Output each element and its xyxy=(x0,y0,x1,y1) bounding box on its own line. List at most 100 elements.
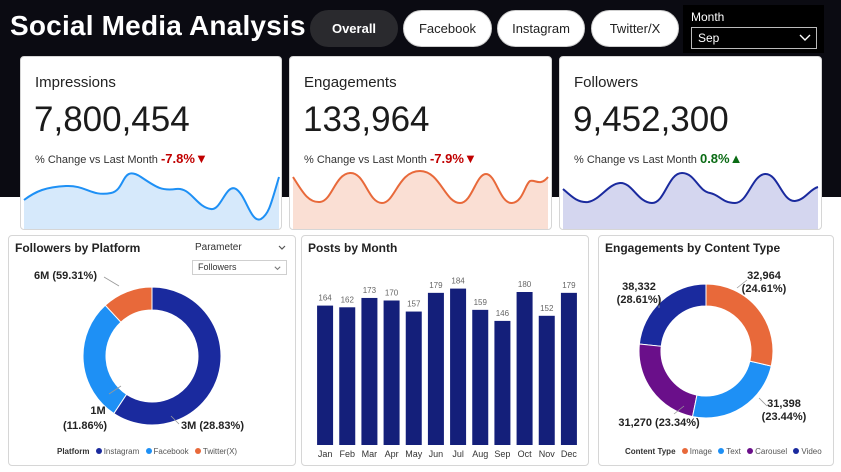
engagements-sparkline xyxy=(292,169,549,229)
bar-oct[interactable] xyxy=(516,292,533,445)
x-tick-label: Sep xyxy=(494,449,510,459)
bar-jun[interactable] xyxy=(427,292,444,445)
followers-donut-chart: 6M (59.31%) 1M (11.86%) 3M (28.83%) xyxy=(34,270,244,432)
bar-jul[interactable] xyxy=(450,288,467,445)
impressions-title: Impressions xyxy=(35,74,116,91)
x-tick-label: Oct xyxy=(518,449,533,459)
image-pct-label: (28.61%) xyxy=(617,294,662,306)
platform-legend: Platform Instagram Facebook Twitter(X) xyxy=(57,447,237,456)
platform-slice-facebook[interactable] xyxy=(82,304,128,415)
tab-overall[interactable]: Overall xyxy=(310,10,398,47)
facebook-leader-line xyxy=(170,415,180,425)
bar-value-label: 146 xyxy=(496,309,510,318)
x-tick-label: Apr xyxy=(385,449,399,459)
twitter-value-label: 1M xyxy=(90,405,105,417)
bar-may[interactable] xyxy=(405,311,422,445)
video-leader-line xyxy=(673,405,685,415)
legend-dot xyxy=(145,448,152,454)
tab-facebook[interactable]: Facebook xyxy=(403,10,492,47)
bar-value-label: 162 xyxy=(341,295,355,304)
engagements-value: 133,964 xyxy=(303,100,430,139)
bar-mar[interactable] xyxy=(361,297,378,445)
parameter-dropdown-value: Followers xyxy=(198,262,237,272)
facebook-data-label: 3M (28.83%) xyxy=(181,420,244,432)
engagements-card: Engagements 133,964 % Change vs Last Mon… xyxy=(289,56,552,230)
content-legend-title: Content Type xyxy=(625,447,676,456)
engagements-sparkline-area xyxy=(293,171,548,229)
legend-instagram: Instagram xyxy=(103,447,140,456)
bar-dec[interactable] xyxy=(560,292,577,445)
legend-video: Video xyxy=(801,447,822,456)
legend-dot xyxy=(95,448,102,454)
carousel-value-label: 31,398 xyxy=(767,398,801,410)
followers-change-label: % Change vs Last Month xyxy=(574,154,697,166)
followers-value: 9,452,300 xyxy=(573,100,729,139)
followers-change-value: 0.8% xyxy=(699,151,730,166)
followers-sparkline-area xyxy=(563,173,818,229)
month-filter: Month Sep xyxy=(683,5,824,53)
bar-aug[interactable] xyxy=(472,309,489,445)
bar-value-label: 180 xyxy=(518,280,532,289)
month-filter-label: Month xyxy=(691,10,725,24)
chevron-down-icon xyxy=(274,266,281,271)
text-leader-line xyxy=(736,279,748,289)
down-arrow-icon: ▼ xyxy=(194,151,208,166)
chevron-down-icon[interactable] xyxy=(277,243,287,253)
bar-value-label: 184 xyxy=(451,277,465,286)
content-type-legend: Content Type Image Text Carousel Video xyxy=(625,447,822,456)
posts-by-month-panel: Posts by Month 164 Jan 162 Feb 173 Mar 170 Apr 1… xyxy=(301,235,589,466)
content-slice-carousel[interactable] xyxy=(638,343,698,418)
parameter-label: Parameter xyxy=(195,242,242,253)
carousel-leader-line xyxy=(758,397,768,407)
legend-facebook: Facebook xyxy=(153,447,189,456)
down-arrow-icon: ▼ xyxy=(463,151,477,166)
carousel-pct-label: (23.44%) xyxy=(762,411,807,423)
x-tick-label: Jan xyxy=(318,449,333,459)
impressions-change: % Change vs Last Month -7.8%▼ xyxy=(35,151,208,166)
impressions-change-value: -7.8% xyxy=(160,151,195,166)
chevron-down-icon xyxy=(799,34,811,41)
bar-apr[interactable] xyxy=(383,300,400,446)
content-slice-text[interactable] xyxy=(691,360,772,419)
bar-feb[interactable] xyxy=(339,307,356,445)
impressions-sparkline-line xyxy=(23,172,280,221)
bar-sep[interactable] xyxy=(494,320,511,445)
bar-value-label: 159 xyxy=(474,298,488,307)
impressions-sparkline xyxy=(23,172,280,229)
tab-instagram[interactable]: Instagram xyxy=(497,10,585,47)
engagements-title: Engagements xyxy=(304,74,397,91)
engagements-by-content-panel: Engagements by Content Type 38,332 (28.6… xyxy=(598,235,834,466)
legend-dot xyxy=(793,448,800,454)
content-slice-image[interactable] xyxy=(705,283,774,367)
engagements-change-value: -7.9% xyxy=(429,151,464,166)
twitter-pct-label: (11.86%) xyxy=(63,420,107,432)
page-title: Social Media Analysis xyxy=(10,10,306,41)
platform-slice-instagram[interactable] xyxy=(113,286,222,426)
legend-text: Text xyxy=(726,447,741,456)
instagram-leader-line xyxy=(103,276,120,287)
month-dropdown[interactable]: Sep xyxy=(691,27,817,49)
tab-twitter-x[interactable]: Twitter/X xyxy=(591,10,679,47)
impressions-card: Impressions 7,800,454 % Change vs Last M… xyxy=(20,56,282,230)
bar-value-label: 179 xyxy=(429,281,443,290)
legend-twitter-x: Twitter(X) xyxy=(202,447,238,456)
x-tick-label: Jun xyxy=(429,449,444,459)
bar-nov[interactable] xyxy=(538,315,555,445)
image-value-label: 38,332 xyxy=(622,281,656,293)
posts-by-month-title: Posts by Month xyxy=(308,241,398,255)
followers-sparkline xyxy=(562,171,819,229)
bar-value-label: 173 xyxy=(363,286,377,295)
text-pct-label: (24.61%) xyxy=(742,283,787,295)
legend-dot xyxy=(194,448,201,454)
bar-value-label: 152 xyxy=(540,304,554,313)
legend-dot xyxy=(747,448,754,454)
parameter-dropdown[interactable]: Followers xyxy=(192,260,287,275)
impressions-change-label: % Change vs Last Month xyxy=(35,154,158,166)
impressions-value: 7,800,454 xyxy=(34,100,190,139)
up-arrow-icon: ▲ xyxy=(729,151,743,166)
engagements-sparkline-line xyxy=(292,169,549,205)
followers-by-platform-panel: Followers by Platform Parameter Follower… xyxy=(8,235,296,466)
followers-by-platform-title: Followers by Platform xyxy=(15,241,141,255)
bar-jan[interactable] xyxy=(317,305,334,445)
impressions-sparkline-area xyxy=(24,173,279,229)
